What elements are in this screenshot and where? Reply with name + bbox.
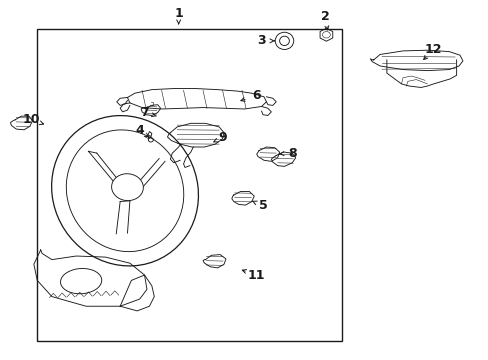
Text: 8: 8 (287, 147, 296, 159)
Text: 9: 9 (218, 131, 226, 144)
Text: 12: 12 (424, 42, 442, 55)
Text: 6: 6 (252, 89, 261, 102)
Text: 5: 5 (258, 199, 267, 212)
Ellipse shape (111, 174, 143, 201)
Text: 11: 11 (247, 269, 265, 282)
Text: 2: 2 (320, 10, 328, 23)
Text: 1: 1 (174, 7, 183, 20)
Text: 4: 4 (135, 124, 144, 137)
Bar (37, 30, 341, 341)
Text: 7: 7 (140, 106, 149, 119)
Text: 3: 3 (257, 34, 265, 48)
Text: 10: 10 (22, 113, 40, 126)
